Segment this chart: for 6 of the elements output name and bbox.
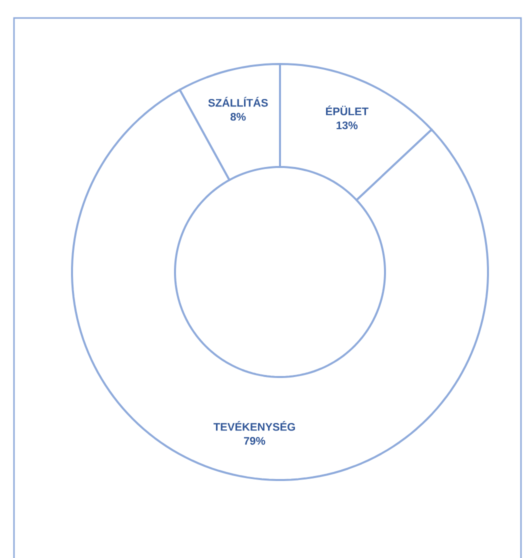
slice-label: ÉPÜLET (326, 105, 368, 116)
data-label: 8% (230, 112, 246, 121)
data-label: 13% (336, 121, 358, 130)
slice-label: SZÁLLÍTÁS (208, 96, 268, 107)
slice-label: TEVÉKENYSÉG (214, 420, 295, 431)
data-label: 79% (244, 436, 266, 445)
